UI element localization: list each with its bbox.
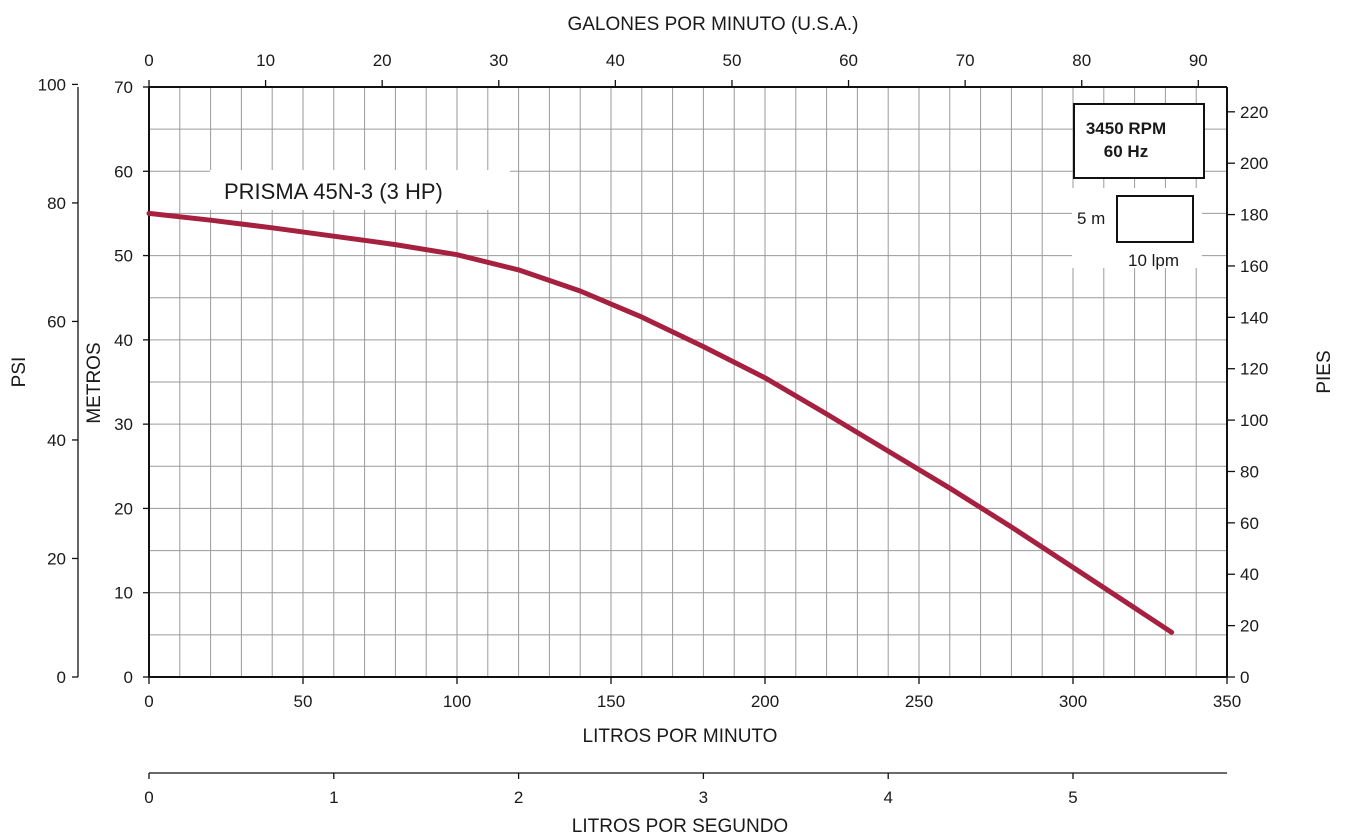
feet-tick-label: 180 [1240,206,1268,225]
meters-tick-label: 10 [114,584,133,603]
meters-tick-label: 60 [114,162,133,181]
top-axis-title: GALONES POR MINUTO (U.S.A.) [567,14,858,35]
feet-tick-label: 20 [1240,617,1259,636]
meters-tick-label: 50 [114,247,133,266]
feet-tick-label: 200 [1240,154,1268,173]
top-tick-label: 30 [489,51,508,70]
psi-tick-label: 80 [47,194,66,213]
meters-tick-label: 30 [114,415,133,434]
speed-hz-label: 60 Hz [1104,142,1148,161]
feet-tick-label: 60 [1240,514,1259,533]
psi-tick-label: 0 [57,668,66,687]
meters-tick-label: 40 [114,331,133,350]
top-tick-label: 60 [839,51,858,70]
bottom-tick-label: 250 [905,692,933,711]
feet-tick-label: 100 [1240,411,1268,430]
scale-legend-box [1116,195,1194,243]
lps-tick-label: 5 [1068,788,1077,807]
series-label-background [210,170,510,210]
secondary-bottom-axis-title: LITROS POR SEGUNDO [572,816,788,837]
bottom-tick-label: 200 [751,692,779,711]
scale-horizontal-label: 10 lpm [1128,251,1179,270]
bottom-tick-label: 0 [144,692,153,711]
feet-tick-label: 160 [1240,257,1268,276]
top-tick-label: 70 [956,51,975,70]
meters-tick-label: 0 [124,668,133,687]
meters-tick-label: 70 [114,78,133,97]
feet-tick-label: 0 [1240,668,1249,687]
bottom-tick-label: 50 [294,692,313,711]
bottom-tick-label: 100 [443,692,471,711]
axes [77,86,1228,774]
lps-tick-label: 2 [514,788,523,807]
top-tick-label: 0 [144,51,153,70]
metros-axis-title: METROS [84,342,105,423]
psi-tick-label: 100 [38,75,66,94]
bottom-tick-label: 150 [597,692,625,711]
psi-axis-title: PSI [9,357,30,388]
psi-tick-label: 60 [47,312,66,331]
feet-tick-label: 120 [1240,360,1268,379]
top-tick-label: 80 [1072,51,1091,70]
speed-rpm-label: 3450 RPM [1086,119,1166,138]
scale-vertical-label: 5 m [1077,209,1105,228]
pies-axis-title: PIES [1314,350,1335,393]
top-tick-label: 10 [256,51,275,70]
series-label: PRISMA 45N-3 (3 HP) [224,179,443,204]
feet-tick-label: 220 [1240,103,1268,122]
bottom-tick-label: 350 [1213,692,1241,711]
bottom-axis-title: LITROS POR MINUTO [583,726,778,747]
psi-tick-label: 20 [47,549,66,568]
top-tick-label: 20 [373,51,392,70]
meters-tick-label: 20 [114,499,133,518]
lps-tick-label: 3 [699,788,708,807]
bottom-tick-label: 300 [1059,692,1087,711]
feet-tick-label: 140 [1240,308,1268,327]
lps-tick-label: 1 [329,788,338,807]
lps-tick-label: 4 [883,788,892,807]
feet-tick-label: 80 [1240,462,1259,481]
psi-tick-label: 40 [47,431,66,450]
speed-box [1073,103,1205,179]
lps-tick-label: 0 [144,788,153,807]
top-tick-label: 90 [1189,51,1208,70]
feet-tick-label: 40 [1240,565,1259,584]
pump-curve-line [146,210,1175,635]
top-tick-label: 40 [606,51,625,70]
top-tick-label: 50 [722,51,741,70]
series-layer [146,210,1175,635]
